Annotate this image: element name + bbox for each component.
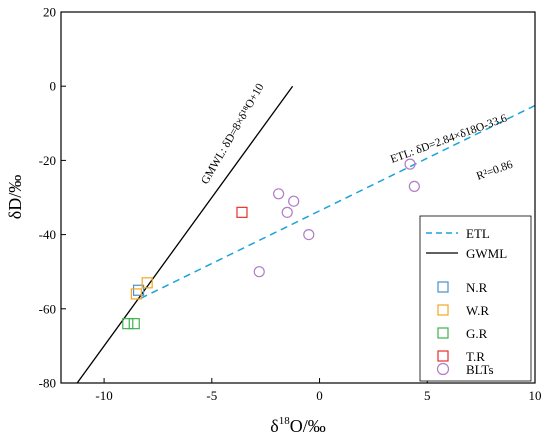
legend-marker-wr: [437, 304, 449, 316]
data-point-blts: [408, 180, 420, 192]
legend-label-gr: G.R: [466, 326, 488, 341]
x-tick-label: -5: [206, 388, 217, 403]
legend-label-wr: W.R: [466, 303, 489, 318]
legend: ETL GWML N.R W.R G.R T.R BLTs: [419, 215, 532, 382]
data-point-gr: [122, 318, 134, 330]
etl-equation-label: ETL: δD=2.84×δ18O-33.6: [389, 112, 509, 165]
data-point-blts: [273, 188, 285, 200]
data-point-blts: [288, 195, 300, 207]
y-tick-label: 0: [50, 79, 57, 94]
data-point-blts: [253, 266, 265, 278]
plot-frame: [60, 11, 536, 384]
etl-line: [140, 104, 535, 299]
y-axis-title: δD/‰: [5, 175, 25, 219]
legend-marker-gr: [437, 327, 449, 339]
data-point-nr: [132, 284, 145, 296]
y-tick-label: -20: [39, 153, 56, 168]
legend-marker-tr: [437, 350, 449, 362]
data-point-blts: [303, 229, 315, 241]
legend-marker-blts: [436, 362, 450, 376]
y-tick-label: -40: [39, 227, 56, 242]
data-point-tr: [236, 206, 248, 218]
gmwl-equation-label: GMWL: δD=8×δ¹⁸O+10: [199, 81, 267, 186]
r-squared-label: R²=0.86: [475, 159, 515, 183]
x-tick-label: 0: [316, 388, 323, 403]
x-tick-label: 10: [529, 388, 542, 403]
x-axis-title: δ18O/‰: [270, 415, 325, 436]
x-tick-label: 5: [424, 388, 431, 403]
y-tick-label: -80: [39, 376, 56, 391]
legend-label-tr: T.R: [466, 349, 485, 364]
legend-label-blts: BLTs: [466, 362, 494, 377]
data-point-gr: [128, 318, 140, 330]
legend-label-nr: N.R: [466, 280, 488, 295]
legend-label-etl: ETL: [466, 226, 490, 241]
legend-label-gwml: GWML: [466, 246, 507, 261]
legend-marker-nr: [437, 281, 449, 293]
y-tick-label: 20: [43, 5, 56, 20]
data-point-wr: [141, 277, 153, 289]
gwml-line: [76, 85, 294, 383]
data-point-blts: [404, 158, 416, 170]
y-tick-label: -60: [39, 301, 56, 316]
data-point-wr: [130, 288, 143, 300]
x-tick-label: -10: [95, 388, 112, 403]
data-point-blts: [281, 206, 293, 218]
